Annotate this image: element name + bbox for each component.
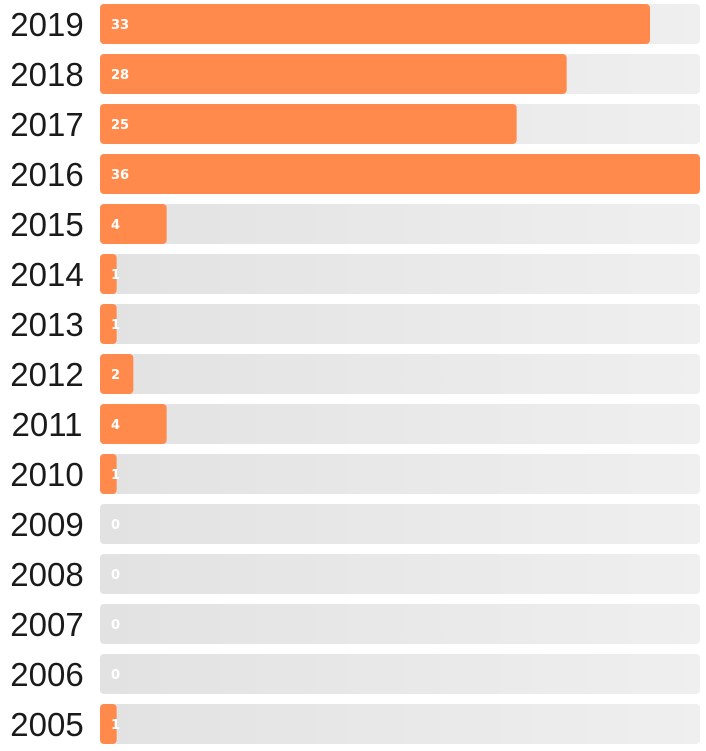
- bar-row: 2015 4: [10, 204, 700, 244]
- bar-track: [100, 654, 700, 694]
- value-label: 2: [111, 368, 120, 383]
- bar-row: 2005 1: [10, 704, 700, 744]
- value-label: 0: [111, 518, 120, 533]
- category-label: 2019: [10, 6, 83, 43]
- bar: [100, 254, 117, 294]
- bar: [100, 204, 167, 244]
- value-label: 1: [111, 468, 120, 483]
- category-label: 2008: [10, 556, 83, 593]
- bar-row: 2010 1: [10, 454, 700, 494]
- bar-row: 2007 0: [10, 604, 700, 644]
- value-label: 1: [111, 718, 120, 733]
- bar-track: [100, 404, 700, 444]
- bar-row: 2017 25: [10, 104, 700, 144]
- bar-row: 2014 1: [10, 254, 700, 294]
- category-label: 2017: [10, 106, 83, 143]
- value-label: 25: [111, 118, 129, 133]
- category-label: 2013: [10, 306, 83, 343]
- bar-row: 2018 28: [10, 54, 700, 94]
- value-label: 36: [111, 168, 129, 183]
- category-label: 2006: [10, 656, 83, 693]
- category-label: 2018: [10, 56, 83, 93]
- bar-track: [100, 204, 700, 244]
- bar-track: [100, 304, 700, 344]
- category-label: 2015: [10, 206, 83, 243]
- bar: [100, 704, 117, 744]
- bar-row: 2013 1: [10, 304, 700, 344]
- bar-track: [100, 354, 700, 394]
- value-label: 0: [111, 618, 120, 633]
- bar-row: 2016 36: [10, 154, 700, 194]
- category-label: 2012: [10, 356, 83, 393]
- value-label: 33: [111, 18, 129, 33]
- bar: [100, 4, 650, 44]
- bar-track: [100, 604, 700, 644]
- value-label: 0: [111, 568, 120, 583]
- bar: [100, 54, 567, 94]
- bar: [100, 454, 117, 494]
- bar-row: 2008 0: [10, 554, 700, 594]
- bar: [100, 104, 517, 144]
- category-label: 2011: [12, 406, 83, 443]
- bar: [100, 354, 134, 394]
- category-label: 2007: [10, 606, 83, 643]
- bar: [100, 404, 167, 444]
- bar-track: [100, 704, 700, 744]
- bar-track: [100, 254, 700, 294]
- bar-track: [100, 554, 700, 594]
- bar-row: 2009 0: [10, 504, 700, 544]
- value-label: 1: [111, 318, 120, 333]
- bar-row: 2019 33: [10, 4, 700, 44]
- category-label: 2005: [10, 706, 83, 743]
- bar-row: 2006 0: [10, 654, 700, 694]
- value-label: 4: [111, 218, 120, 233]
- bar: [100, 154, 700, 194]
- category-label: 2016: [10, 156, 83, 193]
- bar-track: [100, 504, 700, 544]
- bar-row: 2011 4: [12, 404, 700, 444]
- value-label: 4: [111, 418, 120, 433]
- bar-track: [100, 454, 700, 494]
- value-label: 0: [111, 668, 120, 683]
- bar-row: 2012 2: [10, 354, 700, 394]
- category-label: 2009: [10, 506, 83, 543]
- value-label: 28: [111, 68, 129, 83]
- category-label: 2014: [10, 256, 83, 293]
- category-label: 2010: [10, 456, 83, 493]
- bar: [100, 304, 117, 344]
- value-label: 1: [111, 268, 120, 283]
